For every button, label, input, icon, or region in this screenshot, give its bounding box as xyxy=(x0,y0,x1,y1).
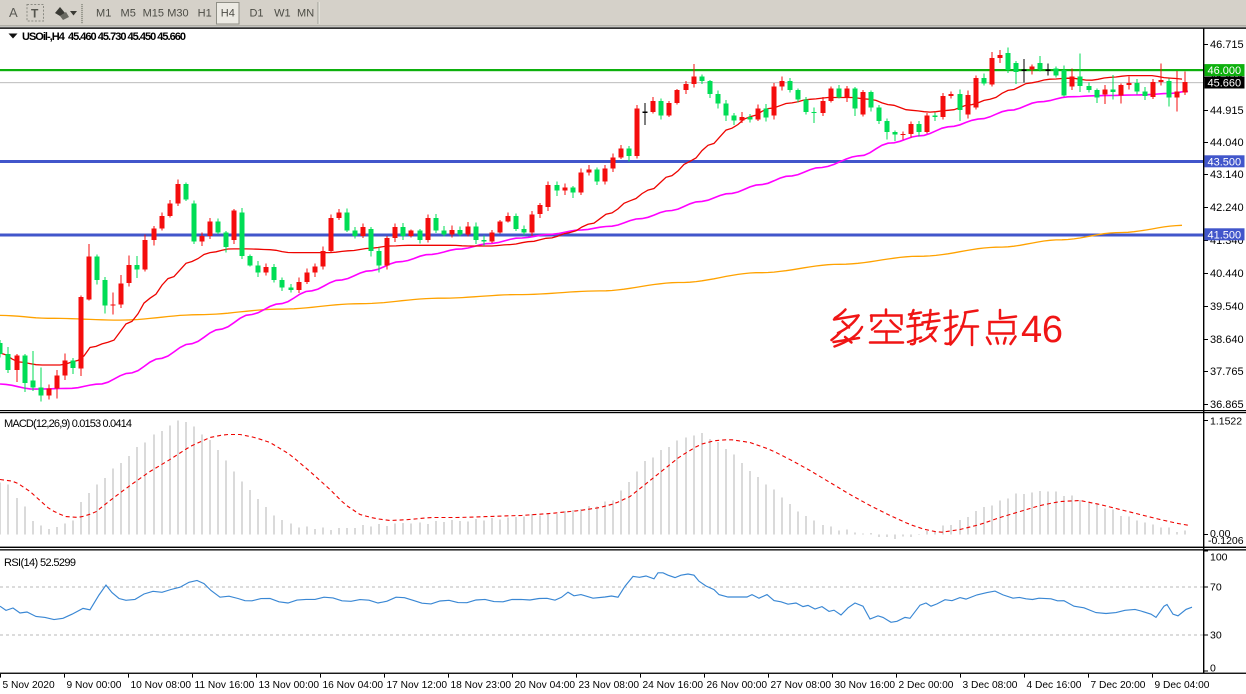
svg-text:T: T xyxy=(31,7,39,21)
svg-text:37.765: 37.765 xyxy=(1210,366,1244,378)
svg-text:RSI(14) 52.5299: RSI(14) 52.5299 xyxy=(4,557,76,569)
svg-text:H1: H1 xyxy=(198,8,212,20)
svg-text:40.440: 40.440 xyxy=(1210,268,1244,280)
svg-text:23 Nov 08:00: 23 Nov 08:00 xyxy=(579,680,640,691)
svg-text:M1: M1 xyxy=(96,8,111,20)
svg-text:0.00: 0.00 xyxy=(1210,528,1231,540)
svg-text:M5: M5 xyxy=(121,8,136,20)
svg-text:9 Dec 04:00: 9 Dec 04:00 xyxy=(1155,680,1210,691)
svg-text:16 Nov 04:00: 16 Nov 04:00 xyxy=(323,680,384,691)
svg-text:-0.1206: -0.1206 xyxy=(1208,535,1244,547)
svg-text:43.140: 43.140 xyxy=(1210,169,1244,181)
svg-text:2 Dec 00:00: 2 Dec 00:00 xyxy=(899,680,954,691)
svg-text:MACD(12,26,9) 0.0153 0.0414: MACD(12,26,9) 0.0153 0.0414 xyxy=(4,418,132,430)
svg-text:11 Nov 16:00: 11 Nov 16:00 xyxy=(195,680,255,691)
svg-text:M30: M30 xyxy=(167,8,188,20)
svg-text:26 Nov 00:00: 26 Nov 00:00 xyxy=(707,680,768,691)
svg-text:M15: M15 xyxy=(143,8,164,20)
svg-text:44.040: 44.040 xyxy=(1210,137,1244,149)
svg-text:10 Nov 08:00: 10 Nov 08:00 xyxy=(131,680,192,691)
svg-text:1.1522: 1.1522 xyxy=(1210,416,1242,428)
svg-text:USOil-,H4 45.460 45.730 45.45: USOil-,H4 45.460 45.730 45.450 45.660 xyxy=(22,31,186,43)
svg-text:3 Dec 08:00: 3 Dec 08:00 xyxy=(963,680,1018,691)
svg-text:D1: D1 xyxy=(249,8,263,20)
svg-text:MN: MN xyxy=(297,8,314,20)
svg-text:46: 46 xyxy=(1021,309,1063,351)
svg-text:30 Nov 16:00: 30 Nov 16:00 xyxy=(835,680,896,691)
svg-text:5 Nov 2020: 5 Nov 2020 xyxy=(3,680,55,691)
svg-text:70: 70 xyxy=(1210,582,1222,594)
svg-text:18 Nov 23:00: 18 Nov 23:00 xyxy=(451,680,512,691)
svg-text:20 Nov 04:00: 20 Nov 04:00 xyxy=(515,680,576,691)
svg-text:36.865: 36.865 xyxy=(1210,399,1244,411)
svg-text:4 Dec 16:00: 4 Dec 16:00 xyxy=(1027,680,1082,691)
svg-text:13 Nov 00:00: 13 Nov 00:00 xyxy=(259,680,320,691)
svg-text:41.500: 41.500 xyxy=(1208,229,1242,241)
svg-text:43.500: 43.500 xyxy=(1208,156,1242,168)
svg-text:24 Nov 16:00: 24 Nov 16:00 xyxy=(643,680,704,691)
svg-text:H4: H4 xyxy=(221,8,235,20)
svg-text:100: 100 xyxy=(1210,552,1228,564)
svg-text:W1: W1 xyxy=(274,8,291,20)
svg-text:38.640: 38.640 xyxy=(1210,334,1244,346)
svg-text:30: 30 xyxy=(1210,630,1222,642)
svg-text:46.715: 46.715 xyxy=(1210,39,1244,51)
svg-text:27 Nov 08:00: 27 Nov 08:00 xyxy=(771,680,832,691)
svg-text:17 Nov 12:00: 17 Nov 12:00 xyxy=(387,680,448,691)
svg-text:39.540: 39.540 xyxy=(1210,301,1244,313)
svg-text:7 Dec 20:00: 7 Dec 20:00 xyxy=(1091,680,1146,691)
svg-text:42.240: 42.240 xyxy=(1210,202,1244,214)
svg-text:9 Nov 00:00: 9 Nov 00:00 xyxy=(67,680,122,691)
svg-text:0: 0 xyxy=(1210,663,1216,675)
svg-text:45.660: 45.660 xyxy=(1208,78,1242,90)
svg-text:44.915: 44.915 xyxy=(1210,105,1244,117)
svg-text:A: A xyxy=(9,5,18,20)
svg-text:46.000: 46.000 xyxy=(1208,65,1242,77)
